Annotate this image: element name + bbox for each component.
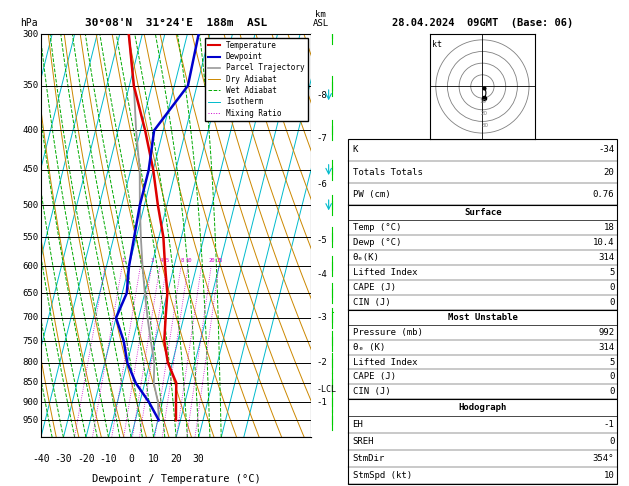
Text: 450: 450 — [22, 165, 38, 174]
Text: 0: 0 — [609, 387, 615, 396]
Text: 500: 500 — [22, 201, 38, 209]
Text: 750: 750 — [22, 336, 38, 346]
Text: -10: -10 — [99, 453, 118, 464]
Text: 550: 550 — [22, 233, 38, 242]
Text: -1: -1 — [604, 420, 615, 429]
Text: -40: -40 — [32, 453, 50, 464]
Text: 350: 350 — [22, 81, 38, 90]
Text: θₑ (K): θₑ (K) — [353, 343, 385, 352]
Text: 5: 5 — [609, 358, 615, 366]
Text: Surface: Surface — [464, 208, 501, 217]
Text: CIN (J): CIN (J) — [353, 298, 390, 307]
Text: -LCL: -LCL — [316, 385, 336, 395]
Text: 10: 10 — [480, 99, 487, 104]
Bar — [348, 399, 617, 484]
Text: Dewp (°C): Dewp (°C) — [353, 239, 401, 247]
Text: Lifted Index: Lifted Index — [353, 358, 417, 366]
Text: 0.76: 0.76 — [593, 190, 615, 199]
Text: 314: 314 — [598, 343, 615, 352]
Text: Temp (°C): Temp (°C) — [353, 224, 401, 232]
Text: 30: 30 — [481, 122, 488, 128]
Text: 0: 0 — [609, 298, 615, 307]
Text: 0: 0 — [609, 283, 615, 293]
Text: 700: 700 — [22, 313, 38, 322]
Text: 10.4: 10.4 — [593, 239, 615, 247]
Text: 600: 600 — [22, 262, 38, 271]
Text: 900: 900 — [22, 398, 38, 407]
Text: θₑ(K): θₑ(K) — [353, 253, 379, 262]
Text: Pressure (mb): Pressure (mb) — [353, 328, 423, 337]
Text: -20: -20 — [77, 453, 95, 464]
Text: 25: 25 — [216, 258, 223, 263]
Text: CAPE (J): CAPE (J) — [353, 283, 396, 293]
Text: StmSpd (kt): StmSpd (kt) — [353, 471, 412, 480]
Text: 10: 10 — [148, 453, 160, 464]
Text: hPa: hPa — [21, 18, 38, 28]
Text: Hodograph: Hodograph — [459, 403, 507, 412]
Text: 0: 0 — [609, 372, 615, 382]
Text: 30: 30 — [192, 453, 204, 464]
Text: 950: 950 — [22, 416, 38, 425]
Text: Totals Totals: Totals Totals — [353, 168, 423, 177]
Text: StmDir: StmDir — [353, 454, 385, 463]
Bar — [348, 139, 617, 206]
Text: 20: 20 — [209, 258, 215, 263]
Text: 300: 300 — [22, 30, 38, 38]
Text: 10: 10 — [604, 471, 615, 480]
Bar — [348, 206, 617, 311]
Text: 992: 992 — [598, 328, 615, 337]
Text: CAPE (J): CAPE (J) — [353, 372, 396, 382]
Text: 30°08'N  31°24'E  188m  ASL: 30°08'N 31°24'E 188m ASL — [85, 18, 267, 28]
Text: kt: kt — [432, 40, 442, 49]
Text: 20: 20 — [604, 168, 615, 177]
Text: 18: 18 — [604, 224, 615, 232]
Text: -4: -4 — [316, 270, 327, 279]
Text: 20: 20 — [481, 111, 487, 116]
Text: km
ASL: km ASL — [313, 10, 329, 28]
Text: 3: 3 — [151, 258, 154, 263]
Text: SREH: SREH — [353, 437, 374, 446]
Text: -34: -34 — [598, 145, 615, 155]
Text: -7: -7 — [316, 134, 327, 143]
Text: -30: -30 — [55, 453, 72, 464]
Text: 20: 20 — [170, 453, 182, 464]
Text: 650: 650 — [22, 289, 38, 297]
Text: 5: 5 — [609, 268, 615, 278]
Text: 354°: 354° — [593, 454, 615, 463]
Text: 8: 8 — [181, 258, 184, 263]
Text: -5: -5 — [316, 236, 327, 244]
Text: -1: -1 — [316, 398, 327, 407]
Text: 0: 0 — [609, 437, 615, 446]
Text: 850: 850 — [22, 379, 38, 387]
Text: K: K — [353, 145, 358, 155]
Text: CIN (J): CIN (J) — [353, 387, 390, 396]
Text: -2: -2 — [316, 358, 327, 367]
Text: 0: 0 — [128, 453, 134, 464]
Text: 2: 2 — [140, 258, 143, 263]
Legend: Temperature, Dewpoint, Parcel Trajectory, Dry Adiabat, Wet Adiabat, Isotherm, Mi: Temperature, Dewpoint, Parcel Trajectory… — [205, 38, 308, 121]
Text: EH: EH — [353, 420, 364, 429]
Text: PW (cm): PW (cm) — [353, 190, 390, 199]
Text: 10: 10 — [186, 258, 192, 263]
Text: 314: 314 — [598, 253, 615, 262]
Text: Most Unstable: Most Unstable — [448, 313, 518, 322]
Text: 5: 5 — [166, 258, 169, 263]
Text: 400: 400 — [22, 126, 38, 135]
Text: -3: -3 — [316, 313, 327, 322]
Text: 28.04.2024  09GMT  (Base: 06): 28.04.2024 09GMT (Base: 06) — [392, 18, 574, 28]
Text: -8: -8 — [316, 90, 327, 100]
Text: 1: 1 — [121, 258, 125, 263]
Text: Lifted Index: Lifted Index — [353, 268, 417, 278]
Text: 4: 4 — [159, 258, 162, 263]
Text: 800: 800 — [22, 358, 38, 367]
Bar — [348, 311, 617, 399]
Text: Dewpoint / Temperature (°C): Dewpoint / Temperature (°C) — [92, 474, 260, 484]
Text: -6: -6 — [316, 180, 327, 189]
